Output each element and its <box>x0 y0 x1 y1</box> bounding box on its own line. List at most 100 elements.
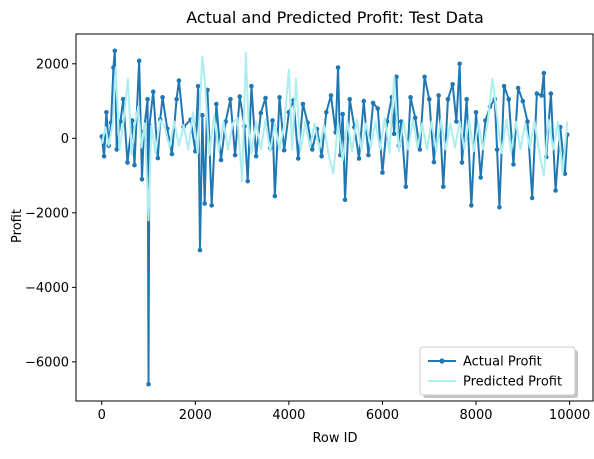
data-point <box>562 171 568 177</box>
x-axis: 0 2000 4000 6000 8000 10000 <box>98 401 590 423</box>
x-tick-label: 4000 <box>272 408 305 423</box>
legend-box <box>419 346 576 396</box>
data-point <box>375 106 381 111</box>
legend-label: Predicted Profit <box>463 375 562 390</box>
legend-label: Actual Profit <box>463 355 542 370</box>
data-point <box>150 89 156 95</box>
data-point <box>548 91 554 96</box>
data-point <box>469 203 474 208</box>
data-point <box>319 153 324 159</box>
y-tick-label: 2000 <box>36 57 69 72</box>
data-point <box>370 100 376 106</box>
data-point <box>139 177 145 182</box>
data-point <box>300 101 306 107</box>
data-point <box>146 381 151 387</box>
y-tick-label: −6000 <box>25 355 69 370</box>
data-point <box>136 58 142 64</box>
data-point <box>245 178 251 184</box>
data-point <box>391 131 397 137</box>
series-predicted-profit <box>100 51 569 222</box>
data-point <box>380 170 385 175</box>
data-point <box>473 109 479 115</box>
data-point <box>258 110 264 116</box>
data-point <box>525 119 530 124</box>
data-point <box>497 204 502 210</box>
data-point <box>431 159 437 165</box>
data-point <box>457 61 462 67</box>
y-axis: −6000 −4000 −2000 0 2000 <box>25 57 76 370</box>
data-point <box>361 98 367 104</box>
data-point <box>403 184 409 190</box>
data-point <box>440 184 446 190</box>
data-point <box>520 98 526 104</box>
legend-marker <box>439 358 445 364</box>
x-tick-label: 8000 <box>459 408 492 423</box>
data-point <box>249 83 254 89</box>
data-point <box>412 115 418 121</box>
data-point <box>340 111 345 117</box>
data-point <box>118 119 123 124</box>
data-point <box>328 93 334 98</box>
data-point <box>494 147 500 152</box>
data-point <box>459 160 465 165</box>
data-point <box>295 156 301 161</box>
data-point <box>541 70 547 76</box>
data-point <box>174 96 179 102</box>
data-point <box>394 74 399 80</box>
data-point <box>237 94 243 99</box>
data-point <box>176 78 182 83</box>
data-point <box>218 157 224 163</box>
x-axis-label: Row ID <box>312 431 357 446</box>
data-point <box>195 83 201 89</box>
x-tick-label: 6000 <box>366 408 399 423</box>
data-point <box>132 162 137 168</box>
data-point <box>417 147 423 152</box>
data-point <box>214 101 219 107</box>
plot-frame <box>75 33 594 402</box>
data-point <box>272 193 278 199</box>
data-point <box>114 147 119 152</box>
data-point <box>450 82 455 87</box>
data-point <box>408 95 413 100</box>
data-point <box>104 109 109 115</box>
data-point <box>445 96 451 102</box>
data-point <box>125 160 130 165</box>
y-axis-label: Profit <box>10 209 25 243</box>
data-point <box>111 65 116 70</box>
x-tick-label: 0 <box>98 408 106 423</box>
data-point <box>464 96 469 102</box>
legend-item: Predicted Profit <box>428 375 562 390</box>
y-tick-label: −4000 <box>25 281 69 296</box>
data-point <box>422 74 427 80</box>
data-point <box>155 155 161 161</box>
data-point <box>534 91 540 96</box>
legend: Actual Profit Predicted Profit <box>419 346 578 398</box>
data-point <box>209 203 214 208</box>
data-point <box>478 175 484 180</box>
series-actual-profit <box>99 48 570 387</box>
data-point <box>145 96 150 102</box>
data-point <box>309 147 315 152</box>
data-point <box>232 152 238 158</box>
data-point <box>253 153 259 159</box>
data-point <box>101 153 107 159</box>
data-point <box>277 95 282 100</box>
data-point <box>197 247 203 253</box>
data-point <box>529 195 535 201</box>
data-point <box>356 156 362 161</box>
data-point <box>436 93 441 98</box>
data-point <box>335 65 341 70</box>
data-point <box>202 201 207 206</box>
data-point <box>553 188 558 193</box>
data-point <box>483 118 488 123</box>
data-point <box>160 95 165 100</box>
data-point <box>342 197 348 203</box>
data-point <box>506 96 512 102</box>
data-point <box>515 85 521 91</box>
data-point <box>169 151 175 157</box>
data-point <box>454 119 459 124</box>
chart-title: Actual and Predicted Profit: Test Data <box>186 8 484 27</box>
y-tick-label: 0 <box>61 132 69 147</box>
